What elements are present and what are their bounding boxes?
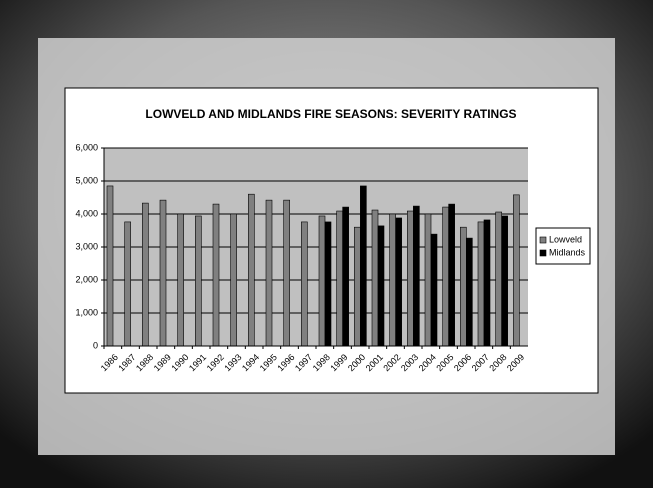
legend-label: Midlands (549, 247, 586, 257)
bar (466, 237, 473, 347)
y-tick-label: 2,000 (75, 274, 98, 284)
bar (360, 185, 367, 347)
bar (377, 225, 385, 347)
bar (124, 221, 131, 347)
bar (301, 221, 308, 347)
bar (501, 215, 508, 347)
bar (483, 219, 491, 347)
bar (430, 233, 438, 347)
y-tick-label: 0 (93, 340, 98, 350)
bar (477, 221, 485, 347)
y-tick-label: 1,000 (75, 307, 98, 317)
bar (106, 185, 114, 347)
bar (407, 210, 414, 347)
legend-swatch (539, 249, 547, 257)
bar (389, 213, 396, 347)
bar (513, 194, 520, 347)
bar (342, 206, 349, 347)
bar (371, 209, 379, 347)
y-tick-label: 4,000 (75, 208, 98, 218)
y-tick-label: 5,000 (75, 175, 98, 185)
legend-box (535, 227, 591, 265)
bar (265, 199, 273, 347)
bar (424, 213, 432, 347)
y-tick-label: 3,000 (75, 241, 98, 251)
bar (354, 226, 361, 347)
bar (460, 226, 467, 347)
bar (212, 203, 220, 347)
bar (318, 215, 326, 347)
bar (495, 211, 502, 347)
bar (442, 206, 449, 347)
legend-swatch (539, 236, 547, 244)
bar (159, 199, 167, 347)
bar (448, 203, 455, 347)
bar (413, 205, 420, 347)
bar (395, 217, 402, 347)
bar (324, 221, 332, 347)
chart-title: LOWVELD AND MIDLANDS FIRE SEASONS: SEVER… (145, 107, 516, 121)
y-tick-label: 6,000 (75, 142, 98, 152)
bar (248, 193, 255, 347)
bar (195, 215, 202, 347)
bar (142, 202, 149, 347)
bar (230, 213, 237, 347)
bar (336, 210, 343, 347)
bar (177, 213, 184, 347)
legend-label: Lowveld (549, 234, 582, 244)
bar (283, 199, 290, 347)
